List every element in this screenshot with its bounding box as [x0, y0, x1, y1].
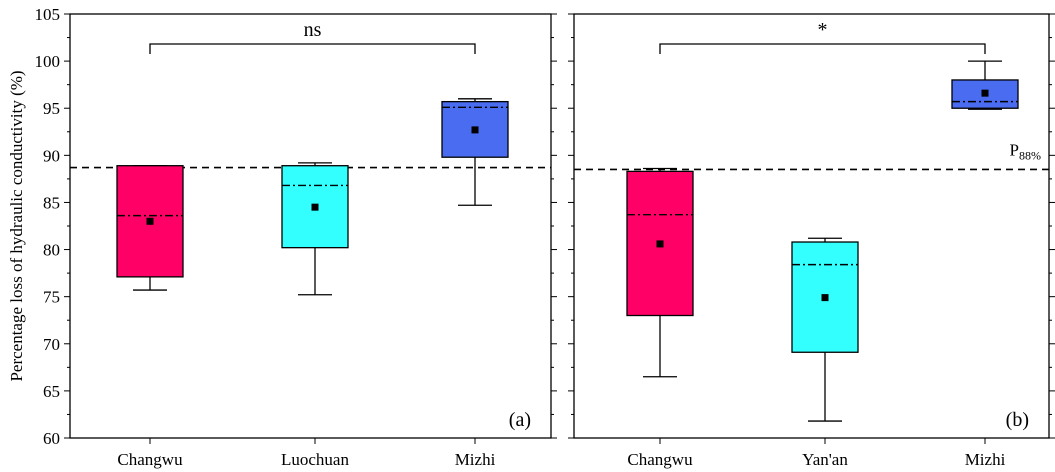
- box-luochuan: Luochuan: [281, 162, 349, 469]
- mean-marker: [146, 217, 154, 225]
- y-tick-label: 60: [43, 429, 60, 448]
- x-category-label: Luochuan: [281, 450, 349, 469]
- mean-marker: [656, 240, 664, 248]
- reference-line-label: P88%: [1010, 140, 1041, 162]
- significance-bracket: [659, 43, 986, 54]
- panel-label: (b): [1006, 409, 1029, 431]
- box-yanan: Yan'an: [791, 237, 859, 469]
- y-tick-label: 70: [43, 335, 60, 354]
- x-category-label: Changwu: [627, 450, 693, 469]
- y-tick-label: 75: [43, 288, 60, 307]
- x-category-label: Yan'an: [802, 450, 848, 469]
- y-tick-label: 105: [35, 5, 61, 24]
- y-tick-label: 85: [43, 193, 60, 212]
- significance-label: ns: [304, 19, 322, 41]
- panel-label: (a): [509, 409, 531, 431]
- y-tick-label: 80: [43, 241, 60, 260]
- mean-marker: [311, 203, 319, 211]
- mean-marker: [981, 89, 989, 97]
- panel-a: 60 65 70 75 80 85 90 95 100 105 Changwu Luochuan Miz…: [35, 5, 557, 469]
- box-changwu: Changwu: [116, 165, 184, 469]
- y-tick-label: 95: [43, 99, 60, 118]
- x-category-label: Mizhi: [965, 450, 1006, 469]
- y-tick-label: 65: [43, 382, 60, 401]
- mean-marker: [471, 126, 479, 134]
- significance-label: *: [818, 19, 828, 41]
- x-category-label: Mizhi: [455, 450, 496, 469]
- panel-b: P88% Changwu Yan'an Mizhi * (b): [568, 13, 1055, 469]
- y-axis-label: Percentage loss of hydraulic conductivit…: [7, 70, 26, 381]
- box-mizhi: Mizhi: [441, 98, 509, 469]
- y-tick-label: 90: [43, 146, 60, 165]
- y-tick-label: 100: [35, 52, 61, 71]
- box-changwu: Changwu: [626, 167, 694, 469]
- box-mizhi: Mizhi: [951, 60, 1019, 469]
- mean-marker: [821, 294, 829, 302]
- significance-bracket: [149, 43, 476, 54]
- x-category-label: Changwu: [117, 450, 183, 469]
